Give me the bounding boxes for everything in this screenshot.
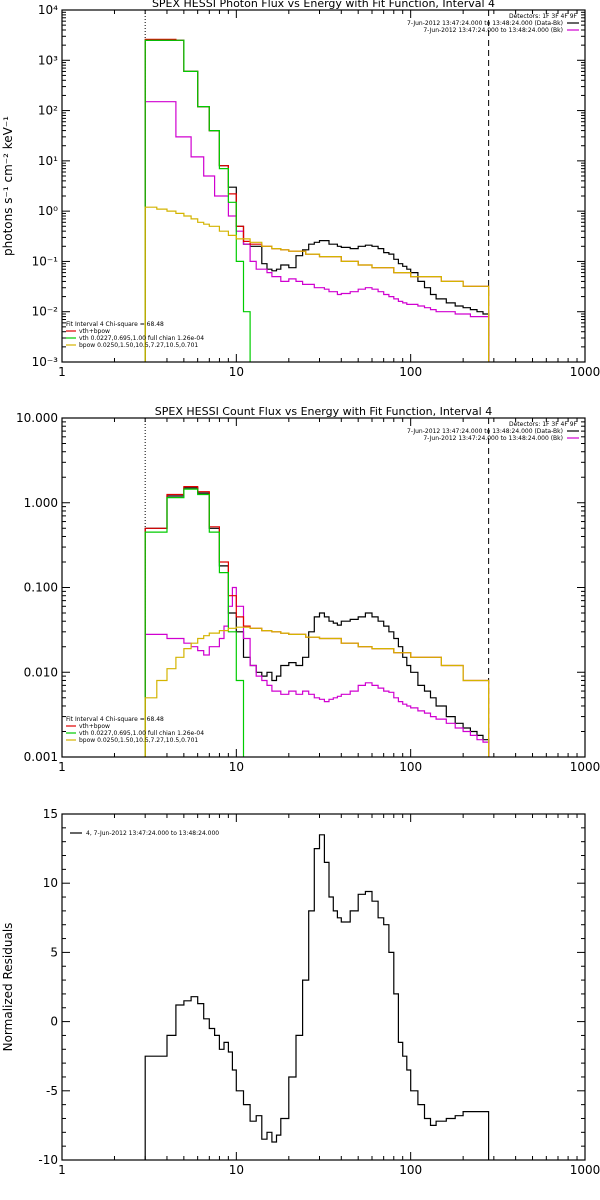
y-tick-label: 0.001	[24, 750, 58, 764]
legend-entry: bpow 0.0250,1.50,10.5,7.27,10.5,0.701	[79, 342, 198, 349]
y-tick-label: 10¹	[38, 154, 58, 168]
legend-entry: vth+bpow	[79, 328, 110, 335]
legend-entry: Fit Interval 4 Chi-square = 68.48	[66, 321, 164, 328]
y-tick-label: 15	[43, 807, 58, 821]
y-tick-label: 5	[50, 945, 58, 959]
legend-entry: Fit Interval 4 Chi-square = 68.48	[66, 716, 164, 723]
series-line-2	[144, 38, 490, 362]
y-tick-label: -10	[38, 1153, 58, 1167]
y-tick-label: 0	[50, 1015, 58, 1029]
legend-entry: vth+bpow	[79, 723, 110, 730]
x-tick-label: 1	[58, 365, 66, 379]
y-tick-label: 10⁴	[38, 3, 58, 17]
series-line-1	[144, 586, 490, 757]
series-line-1	[144, 101, 490, 362]
x-tick-label: 10	[229, 1163, 244, 1177]
x-tick-label: 10	[229, 365, 244, 379]
x-tick-label: 100	[399, 365, 422, 379]
y-tick-label: 10	[43, 876, 58, 890]
x-tick-label: 1000	[570, 365, 600, 379]
y-axis-label: Normalized Residuals	[1, 923, 15, 1052]
series-line-4	[144, 626, 490, 757]
y-tick-label: 10⁰	[38, 204, 58, 218]
series-line-0	[144, 39, 490, 362]
y-tick-label: -5	[46, 1084, 58, 1098]
legend-entry: bpow 0.0250,1.50,10.5,7.27,10.5,0.701	[79, 737, 198, 744]
y-tick-label: 0.100	[24, 581, 58, 595]
series-line-3	[144, 488, 245, 757]
legend-entry: vth 0.0227,0.695,1.00 full chian 1.26e-0…	[79, 335, 204, 342]
x-tick-label: 1	[58, 760, 66, 774]
legend-entry: 7-Jun-2012 13:47:24.000 to 13:48:24.000 …	[407, 20, 563, 27]
series-line-2	[144, 486, 490, 757]
x-tick-label: 1	[58, 1163, 66, 1177]
legend-entry: 7-Jun-2012 13:47:24.000 to 13:48:24.000 …	[423, 435, 563, 442]
series-line-4	[144, 206, 490, 362]
plot-frame	[61, 417, 586, 758]
y-tick-label: 10²	[38, 104, 58, 118]
series-line-3	[144, 39, 251, 362]
y-axis-label: photons s⁻¹ cm⁻² keV⁻¹	[1, 116, 15, 256]
y-tick-label: 1.000	[24, 496, 58, 510]
x-tick-label: 100	[399, 1163, 422, 1177]
x-tick-label: 1000	[570, 760, 600, 774]
chart-title-0: SPEX HESSI Photon Flux vs Energy with Fi…	[152, 0, 495, 10]
series-line-0	[144, 834, 490, 1160]
y-tick-label: 10⁻²	[32, 305, 59, 319]
plot-frame	[61, 813, 586, 1161]
x-tick-label: 100	[399, 760, 422, 774]
legend-entry: vth 0.0227,0.695,1.00 full chian 1.26e-0…	[79, 730, 204, 737]
y-tick-label: 10⁻¹	[32, 254, 59, 268]
legend-entry: 7-Jun-2012 13:47:24.000 to 13:48:24.000 …	[423, 27, 563, 34]
plot-frame	[61, 9, 586, 363]
y-tick-label: 10.000	[16, 411, 58, 425]
series-line-0	[144, 487, 490, 757]
y-tick-label: 10³	[38, 53, 58, 67]
legend-entry: 7-Jun-2012 13:47:24.000 to 13:48:24.000 …	[407, 428, 563, 435]
legend-entry: Detectors: 1F 3F 4F 9F	[509, 421, 578, 428]
legend-entry: Detectors: 1F 3F 4F 9F	[509, 13, 578, 20]
chart-title-1: SPEX HESSI Count Flux vs Energy with Fit…	[155, 405, 492, 418]
legend-entry: 4, 7-Jun-2012 13:47:24.000 to 13:48:24.0…	[86, 830, 219, 837]
x-tick-label: 1000	[570, 1163, 600, 1177]
y-tick-label: 0.010	[24, 665, 58, 679]
x-tick-label: 10	[229, 760, 244, 774]
y-tick-label: 10⁻³	[32, 355, 59, 369]
